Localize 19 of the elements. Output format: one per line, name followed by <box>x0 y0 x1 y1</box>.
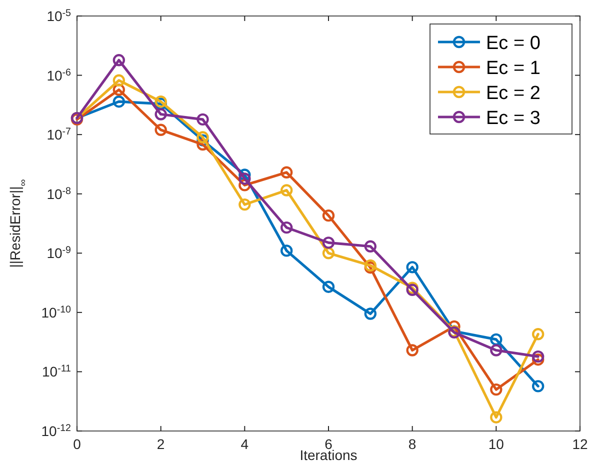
y-tick-label: 10$^{-5}$ <box>46 8 72 24</box>
y-tick-label: 10$^{-9}$ <box>46 244 71 262</box>
x-tick-label: 6 <box>324 436 333 452</box>
y-tick-label: 10$^{-7}$ <box>46 126 71 143</box>
x-tick-label: 8 <box>408 436 416 452</box>
legend-label: Ec = 2 <box>486 83 540 104</box>
x-tick-label: 2 <box>156 436 165 452</box>
legend-label: Ec = 1 <box>486 58 540 79</box>
x-tick-label: 4 <box>240 436 249 452</box>
y-tick-label: 10$^{-8}$ <box>46 185 72 202</box>
legend-label: Ec = 3 <box>486 108 540 129</box>
y-tick-label: 10$^{-11}$ <box>42 363 71 380</box>
y-tick-label: 10$^{-10}$ <box>41 304 72 320</box>
x-tick-label: 0 <box>73 436 82 452</box>
y-tick-label: 10$^{-6}$ <box>46 66 72 84</box>
legend-label: Ec = 0 <box>486 33 540 54</box>
x-tick-label: 10 <box>488 436 504 452</box>
y-tick-label: 10$^{-12}$ <box>41 422 71 439</box>
x-tick-label: 12 <box>572 436 588 452</box>
